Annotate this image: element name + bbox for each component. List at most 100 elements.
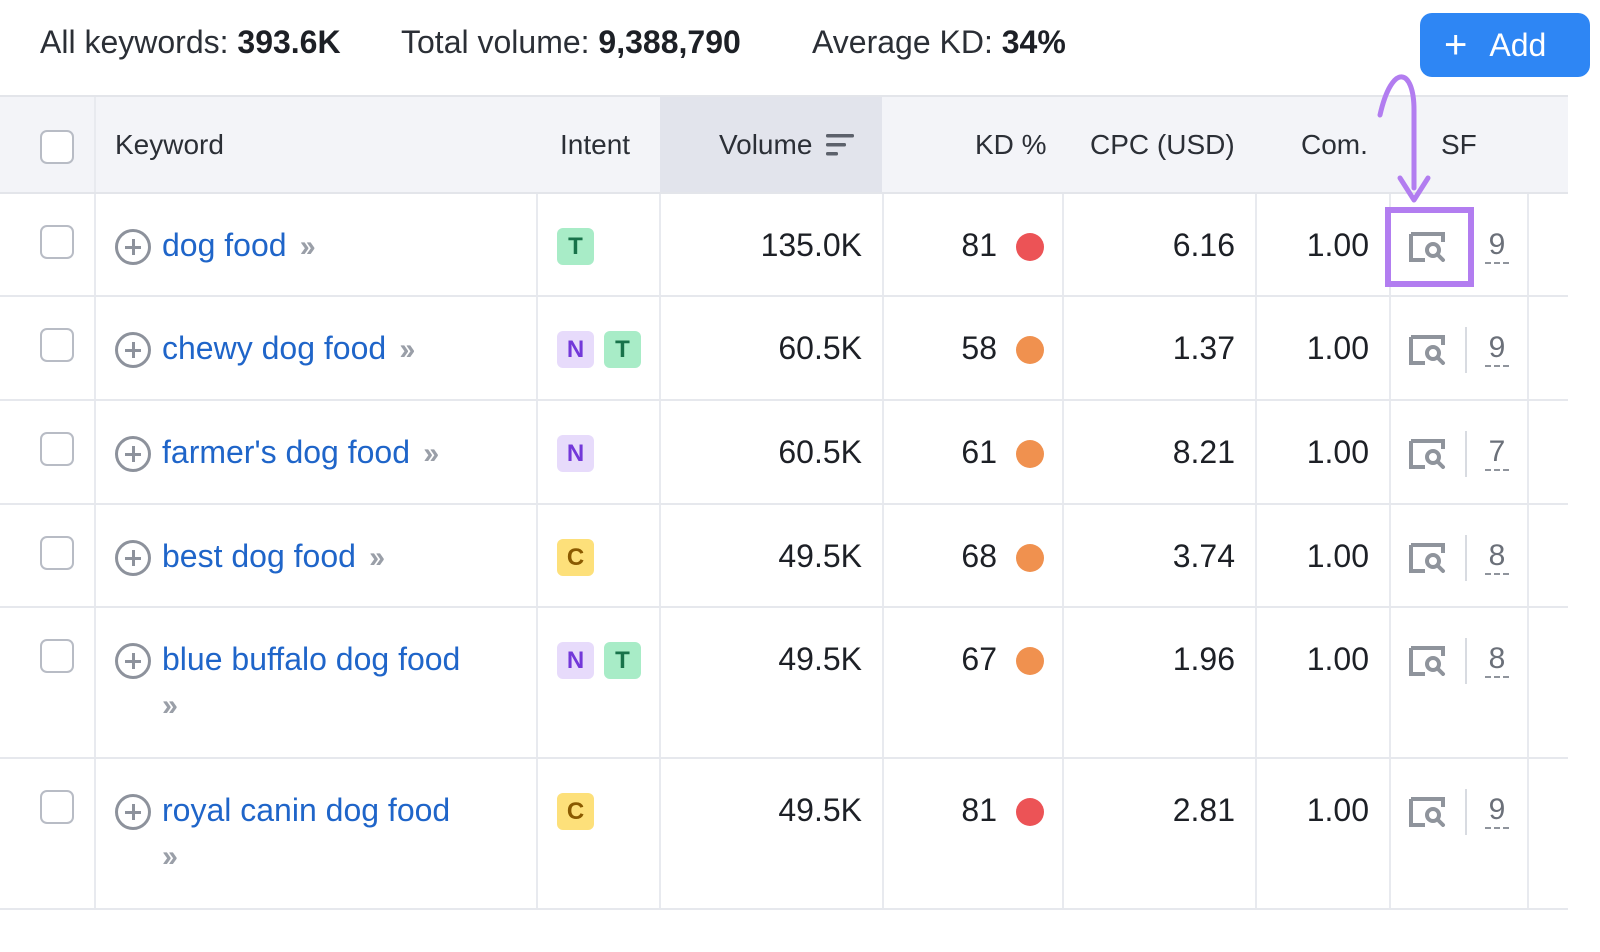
- double-chevron-right-icon[interactable]: ››: [395, 333, 415, 366]
- column-divider: [882, 297, 884, 399]
- intent-badge: N: [557, 331, 594, 368]
- serp-preview-icon[interactable]: [1408, 543, 1446, 573]
- header-sf[interactable]: SF: [1441, 128, 1477, 160]
- volume-value: 49.5K: [778, 641, 862, 677]
- intent-badge: N: [557, 642, 594, 679]
- column-divider: [1527, 297, 1529, 399]
- column-divider: [1255, 401, 1257, 503]
- com-value: 1.00: [1306, 538, 1369, 574]
- sf-count[interactable]: 9: [1485, 228, 1509, 264]
- intent-badge: N: [557, 435, 594, 472]
- arrow-annotation: [1377, 74, 1431, 203]
- header-com[interactable]: Com.: [1301, 128, 1368, 160]
- row-checkbox[interactable]: [40, 790, 74, 824]
- keyword-text: blue buffalo dog food: [162, 641, 461, 677]
- sf-divider: [1465, 638, 1467, 684]
- keyword-link[interactable]: best dog food ››: [162, 538, 385, 575]
- column-divider: [536, 401, 538, 503]
- sf-divider: [1465, 535, 1467, 581]
- sf-count[interactable]: 9: [1485, 331, 1509, 367]
- intent-badge: T: [604, 642, 641, 679]
- column-divider: [882, 759, 884, 908]
- row-checkbox[interactable]: [40, 432, 74, 466]
- column-divider: [659, 608, 661, 757]
- serp-preview-icon[interactable]: [1408, 646, 1446, 676]
- keyword-link[interactable]: blue buffalo dog food: [162, 641, 460, 678]
- sf-divider: [1465, 327, 1467, 373]
- table-row: best dog food ›› C 49.5K 68 3.74 1.00 8: [0, 505, 1568, 608]
- table-row: royal canin dog food ›› C 49.5K 81 2.81 1.00 9: [0, 759, 1568, 910]
- plus-circle-icon[interactable]: [115, 229, 151, 265]
- all-keywords-value: 393.6K: [237, 24, 341, 60]
- column-divider: [94, 759, 96, 908]
- column-divider: [94, 608, 96, 757]
- column-divider: [94, 97, 96, 192]
- select-all-checkbox[interactable]: [40, 130, 74, 164]
- column-divider: [536, 759, 538, 908]
- cpc-value: 1.37: [1172, 330, 1235, 366]
- plus-circle-icon[interactable]: [115, 643, 151, 679]
- sf-count[interactable]: 9: [1485, 793, 1509, 829]
- add-button[interactable]: + Add: [1420, 13, 1590, 77]
- summary-bar: All keywords: 393.6K Total volume: 9,388…: [0, 0, 1590, 95]
- volume-value: 60.5K: [778, 330, 862, 366]
- table-row: dog food ›› T 135.0K 81 6.16 1.00 9: [0, 194, 1568, 297]
- keyword-link[interactable]: dog food ››: [162, 227, 316, 264]
- kd-difficulty-dot: [1016, 336, 1044, 364]
- column-divider: [882, 401, 884, 503]
- double-chevron-right-icon[interactable]: ››: [295, 230, 316, 263]
- intent-badge: T: [557, 228, 594, 265]
- double-chevron-right-icon[interactable]: ››: [418, 437, 439, 470]
- header-volume[interactable]: Volume: [719, 97, 856, 192]
- keyword-link[interactable]: chewy dog food ››: [162, 330, 415, 367]
- serp-preview-icon[interactable]: [1408, 232, 1446, 262]
- kd-difficulty-dot: [1016, 798, 1044, 826]
- volume-value: 49.5K: [778, 538, 862, 574]
- column-divider: [1527, 608, 1529, 757]
- plus-circle-icon[interactable]: [115, 540, 151, 576]
- header-kd[interactable]: KD %: [975, 128, 1047, 160]
- serp-preview-icon[interactable]: [1408, 335, 1446, 365]
- column-divider: [536, 194, 538, 295]
- all-keywords-stat: All keywords: 393.6K: [40, 24, 341, 61]
- column-divider: [1389, 608, 1391, 757]
- plus-circle-icon[interactable]: [115, 794, 151, 830]
- column-divider: [1527, 759, 1529, 908]
- header-intent[interactable]: Intent: [560, 128, 631, 160]
- column-divider: [94, 401, 96, 503]
- sort-descending-icon[interactable]: [826, 133, 856, 157]
- sf-count[interactable]: 7: [1485, 435, 1509, 471]
- double-chevron-right-icon[interactable]: ››: [364, 541, 385, 574]
- plus-circle-icon[interactable]: [115, 332, 151, 368]
- serp-preview-icon[interactable]: [1408, 797, 1446, 827]
- volume-value: 60.5K: [778, 434, 862, 470]
- intent-badge: C: [557, 793, 594, 830]
- header-keyword[interactable]: Keyword: [115, 128, 224, 160]
- row-checkbox[interactable]: [40, 536, 74, 570]
- column-divider: [659, 194, 661, 295]
- double-chevron-right-icon[interactable]: ››: [162, 689, 178, 722]
- sf-count[interactable]: 8: [1485, 539, 1509, 575]
- column-divider: [94, 297, 96, 399]
- header-cpc[interactable]: CPC (USD): [1090, 128, 1235, 160]
- intent-badge: C: [557, 539, 594, 576]
- kd-difficulty-dot: [1016, 440, 1044, 468]
- row-checkbox[interactable]: [40, 225, 74, 259]
- kd-difficulty-dot: [1016, 647, 1044, 675]
- keyword-link[interactable]: royal canin dog food: [162, 792, 450, 829]
- row-checkbox[interactable]: [40, 639, 74, 673]
- cpc-value: 2.81: [1172, 792, 1235, 828]
- serp-preview-icon[interactable]: [1408, 439, 1446, 469]
- keyword-text: best dog food: [162, 538, 356, 574]
- column-divider: [1255, 608, 1257, 757]
- double-chevron-right-icon[interactable]: ››: [162, 840, 178, 873]
- column-divider: [1255, 759, 1257, 908]
- keyword-link[interactable]: farmer's dog food ››: [162, 434, 439, 471]
- column-divider: [94, 194, 96, 295]
- sf-count[interactable]: 8: [1485, 642, 1509, 678]
- column-divider: [1255, 505, 1257, 606]
- row-checkbox[interactable]: [40, 328, 74, 362]
- plus-circle-icon[interactable]: [115, 436, 151, 472]
- table-row: blue buffalo dog food ›› N T 49.5K 67 1.96 1.00…: [0, 608, 1568, 759]
- column-divider: [1062, 194, 1064, 295]
